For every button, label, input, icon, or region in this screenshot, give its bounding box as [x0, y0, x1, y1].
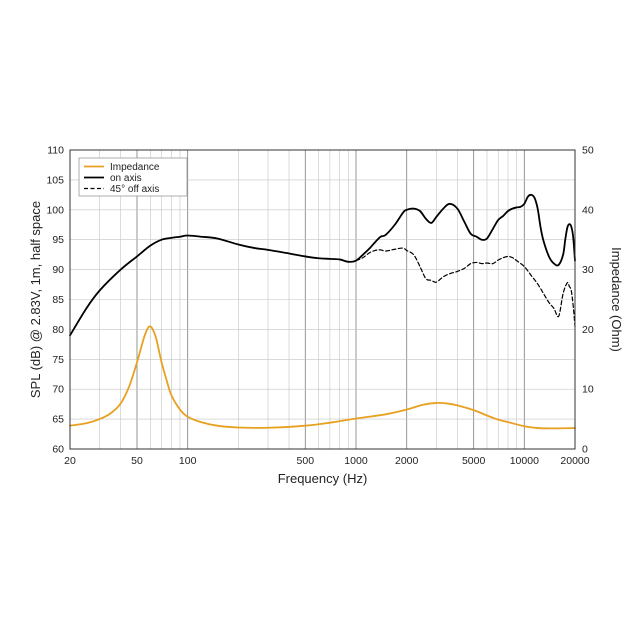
- y-tick-label: 70: [52, 384, 64, 396]
- y-tick-label: 85: [52, 294, 64, 306]
- series-line-45-off-axis: [355, 247, 576, 328]
- y-tick-label: 95: [52, 234, 64, 246]
- y-tick-label: 90: [52, 264, 64, 276]
- x-tick-label: 5000: [462, 455, 486, 467]
- y2-axis-title: Impedance (Ohm): [609, 247, 624, 352]
- y-tick-label: 110: [47, 145, 64, 157]
- y-tick-label: 80: [52, 324, 64, 336]
- y2-tick-label: 30: [582, 264, 594, 276]
- legend-label-impedance: Impedance: [110, 162, 160, 173]
- x-tick-label: 20000: [560, 455, 589, 467]
- y-tick-label: 100: [46, 204, 64, 216]
- series-line-impedance: [69, 325, 576, 430]
- y2-tick-label: 40: [582, 204, 594, 216]
- x-tick-label: 50: [131, 455, 143, 467]
- x-axis-title: Frequency (Hz): [278, 471, 368, 486]
- x-tick-label: 10000: [510, 455, 539, 467]
- y2-tick-label: 10: [582, 384, 594, 396]
- y-axis-title: SPL (dB) @ 2.83V, 1m, half space: [28, 201, 43, 398]
- series-line-on-axis: [69, 193, 576, 337]
- y-tick-label: 75: [52, 354, 64, 366]
- y-tick-label: 105: [46, 174, 64, 186]
- plot-frame: [69, 149, 576, 450]
- y2-tick-label: 50: [582, 145, 594, 157]
- y2-tick-label: 0: [582, 444, 588, 456]
- series-layer: [69, 193, 576, 430]
- x-tick-label: 2000: [395, 455, 419, 467]
- legend-label-45-off-axis: 45° off axis: [110, 184, 159, 195]
- legend-label-on-axis: on axis: [110, 173, 142, 184]
- y-tick-label: 60: [52, 444, 64, 456]
- legend: Impedance on axis 45° off axis: [78, 157, 188, 197]
- y2-tick-label: 20: [582, 324, 594, 336]
- x-tick-label: 1000: [344, 455, 368, 467]
- axis-labels-layer: 20 50 100 500 1000 2000 5000 10000 2000060657075…: [46, 145, 593, 468]
- x-tick-label: 100: [179, 455, 197, 467]
- x-tick-label: 500: [297, 455, 315, 467]
- x-tick-label: 20: [64, 455, 76, 467]
- y-tick-label: 65: [52, 414, 64, 426]
